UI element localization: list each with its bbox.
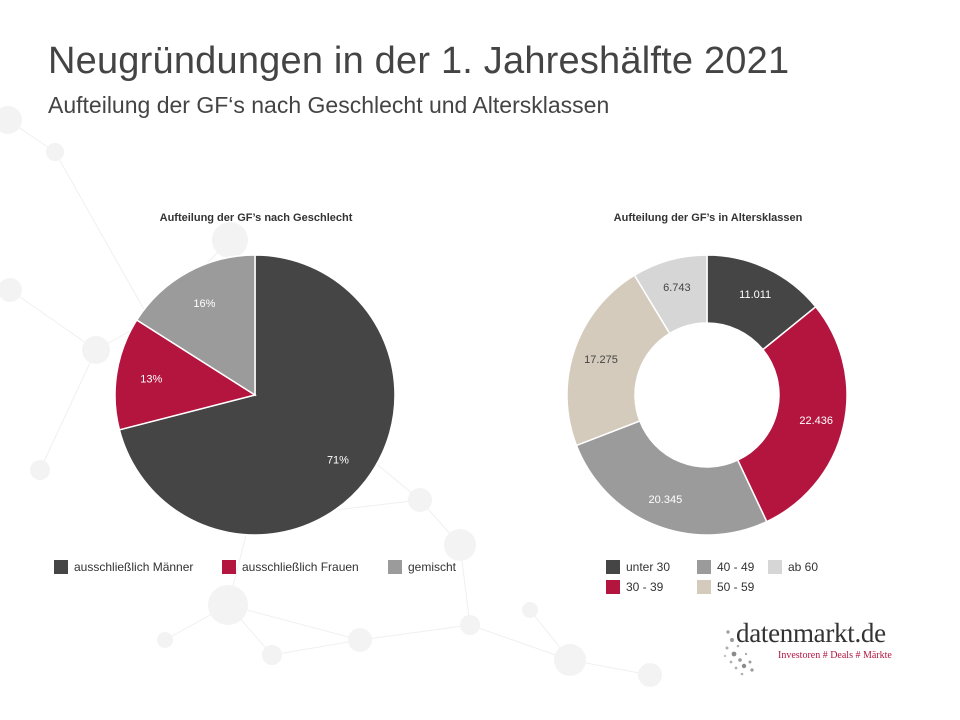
gender-label-ausschliesslich-frauen: 13% xyxy=(140,374,162,386)
gender-pie-chart: 71% 13% 16% xyxy=(114,254,396,536)
legend-label: gemischt xyxy=(408,560,457,574)
page-subtitle: Aufteilung der GF‘s nach Geschlecht und … xyxy=(48,92,610,118)
legend-label: ausschließlich Frauen xyxy=(242,560,359,574)
age-slice-40-49 xyxy=(575,419,768,536)
age-label-unter-30: 11.011 xyxy=(739,289,771,301)
legend-swatch xyxy=(606,560,620,574)
legend-label: 30 - 39 xyxy=(626,580,664,594)
gender-legend-ausschliesslich-frauen: ausschließlich Frauen xyxy=(222,560,359,574)
age-donut-chart: 11.011 22.436 20.345 17.275 6.743 xyxy=(566,254,848,536)
age-legend-ab-60: ab 60 xyxy=(768,560,818,574)
age-legend-unter-30: unter 30 xyxy=(606,560,670,574)
gender-label-gemischt: 16% xyxy=(193,298,215,310)
legend-swatch xyxy=(697,560,711,574)
logo-tagline: Investoren # Deals # Märkte xyxy=(778,650,892,661)
legend-label: unter 30 xyxy=(626,560,671,574)
age-label-50-59: 17.275 xyxy=(584,354,618,366)
gender-legend-ausschliesslich-maenner: ausschließlich Männer xyxy=(54,560,193,574)
age-chart-title: Aufteilung der GF’s in Altersklassen xyxy=(613,212,803,224)
legend-swatch xyxy=(222,560,236,574)
age-label-30-39: 22.436 xyxy=(799,415,833,427)
legend-label: ab 60 xyxy=(788,560,819,574)
legend-label: ausschließlich Männer xyxy=(74,560,194,574)
legend-swatch xyxy=(388,560,402,574)
age-slice-50-59 xyxy=(566,274,671,447)
gender-slice-ausschliesslich-frauen xyxy=(114,318,257,431)
logo-dots-icon xyxy=(723,630,754,676)
age-slice-30-39 xyxy=(736,305,848,523)
age-slice-ab-60 xyxy=(633,254,708,335)
age-legend-30-39: 30 - 39 xyxy=(606,580,663,594)
age-label-40-49: 20.345 xyxy=(649,494,683,506)
legend-swatch xyxy=(697,580,711,594)
legend-swatch xyxy=(606,580,620,594)
gender-slice-gemischt xyxy=(135,254,256,397)
legend-swatch xyxy=(54,560,68,574)
logo-name: datenmarkt.de xyxy=(736,618,886,648)
datenmarkt-logo: datenmarkt.de Investoren # Deals # Märkt… xyxy=(722,610,922,680)
gender-label-ausschliesslich-maenner: 71% xyxy=(327,454,349,466)
age-legend-50-59: 50 - 59 xyxy=(697,580,754,594)
legend-swatch xyxy=(768,560,782,574)
gender-slice-ausschliesslich-maenner xyxy=(118,254,396,536)
age-legend-40-49: 40 - 49 xyxy=(697,560,754,574)
age-label-ab-60: 6.743 xyxy=(663,282,691,294)
gender-chart-title: Aufteilung der GF’s nach Geschlecht xyxy=(159,212,353,224)
legend-label: 50 - 59 xyxy=(717,580,755,594)
gender-legend-gemischt: gemischt xyxy=(388,560,456,574)
legend-label: 40 - 49 xyxy=(717,560,755,574)
page-title: Neugründungen in der 1. Jahreshälfte 202… xyxy=(48,40,790,82)
